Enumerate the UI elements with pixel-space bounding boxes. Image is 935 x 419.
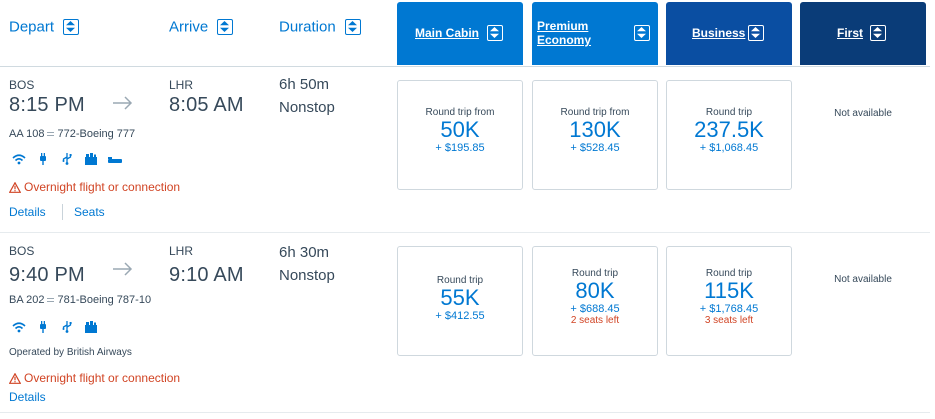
destination-code: LHR [169, 78, 194, 92]
fare-taxes: + $528.45 [570, 142, 620, 154]
cabin-premium-economy-label: Premium Economy [537, 19, 592, 47]
cabin-premium-economy-header[interactable]: Premium Economy [532, 2, 658, 65]
cabin-main-cabin-header[interactable]: Main Cabin [397, 2, 523, 65]
fare-main-cabin[interactable]: Round trip 55K + $412.55 [397, 246, 523, 356]
fare-label: Round trip [571, 268, 619, 279]
stops-label: Nonstop [279, 267, 335, 284]
fare-miles: 80K [575, 278, 615, 303]
sort-icon [870, 25, 886, 41]
sort-icon [487, 25, 503, 41]
arrow-right-icon [113, 262, 133, 276]
header-divider [0, 66, 930, 67]
separator-icon [47, 298, 55, 303]
fare-miles: 55K [440, 285, 480, 310]
stops-label: Nonstop [279, 99, 335, 116]
fare-business[interactable]: Round trip 115K + $1,768.45 3 seats left [666, 246, 792, 356]
fare-taxes: + $1,068.45 [699, 142, 759, 154]
overnight-warning: Overnight flight or connection [8, 180, 181, 194]
cabin-first-label: First [837, 26, 864, 40]
sort-icon [217, 19, 234, 36]
fare-premium-economy[interactable]: Round trip from 130K + $528.45 [532, 80, 658, 190]
fare-premium-economy[interactable]: Round trip 80K + $688.45 2 seats left [532, 246, 658, 356]
origin-code: BOS [9, 244, 35, 258]
sort-icon [63, 19, 80, 36]
depart-time: 8:15 PM [9, 94, 85, 116]
warning-icon [8, 372, 22, 384]
fare-business[interactable]: Round trip 237.5K + $1,068.45 [666, 80, 792, 190]
overnight-warning: Overnight flight or connection [8, 371, 181, 385]
cabin-business-label: Business [692, 26, 746, 40]
cabin-main-cabin-label: Main Cabin [415, 26, 480, 40]
sort-arrive-button[interactable]: Arrive [169, 18, 234, 36]
arrive-time: 9:10 AM [169, 264, 244, 286]
power-icon [36, 320, 50, 333]
sort-depart-button[interactable]: Depart [9, 18, 80, 36]
sort-icon [634, 25, 650, 41]
overnight-warning-text: Overnight flight or connection [24, 371, 181, 385]
sort-icon [748, 25, 764, 41]
aircraft-type: 781-Boeing 787-10 [57, 294, 152, 306]
amenities-list[interactable] [12, 152, 122, 165]
fare-taxes: + $412.55 [435, 310, 485, 322]
usb-icon [60, 152, 74, 165]
row-divider [0, 232, 930, 233]
flight-number: AA 108 [9, 128, 45, 140]
fare-main-cabin[interactable]: Round trip from 50K + $195.85 [397, 80, 523, 190]
fare-label: Round trip [705, 107, 753, 118]
flight-number: BA 202 [9, 294, 45, 306]
flight-info[interactable]: BA 202 781-Boeing 787-10 [9, 294, 151, 306]
sort-icon [344, 19, 361, 36]
duration-header-label: Duration [279, 18, 336, 36]
depart-header-label: Depart [9, 18, 55, 36]
entertainment-icon [84, 152, 98, 165]
operated-by-text: Operated by British Airways [9, 347, 132, 358]
destination-code: LHR [169, 244, 194, 258]
separator-icon [47, 132, 55, 137]
fare-miles: 115K [704, 278, 754, 303]
fare-label: Round trip [436, 275, 484, 286]
flight-duration: 6h 50m [279, 76, 330, 93]
depart-time: 9:40 PM [9, 264, 85, 286]
fare-label: Round trip from [560, 107, 630, 118]
arrive-header-label: Arrive [169, 18, 209, 36]
fare-miles: 130K [569, 117, 621, 142]
fare-first-unavailable: Not available [834, 274, 892, 285]
cabin-business-header[interactable]: Business [666, 2, 792, 65]
details-link[interactable]: Details [9, 205, 46, 219]
fare-taxes: + $1,768.45 [699, 303, 759, 315]
fare-label: Round trip [705, 268, 753, 279]
aircraft-type: 772-Boeing 777 [57, 128, 136, 140]
cabin-first-header[interactable]: First [800, 2, 926, 65]
overnight-warning-text: Overnight flight or connection [24, 180, 181, 194]
seats-link[interactable]: Seats [74, 205, 105, 219]
power-icon [36, 152, 50, 165]
origin-code: BOS [9, 78, 35, 92]
amenities-list[interactable] [12, 320, 98, 333]
entertainment-icon [84, 320, 98, 333]
seats-left-warning: 2 seats left [570, 315, 620, 326]
arrive-time: 8:05 AM [169, 94, 244, 116]
sort-duration-button[interactable]: Duration [279, 18, 361, 36]
fare-taxes: + $195.85 [435, 142, 485, 154]
wifi-icon [12, 320, 26, 333]
seats-left-warning: 3 seats left [704, 315, 754, 326]
fare-miles: 50K [440, 117, 480, 142]
row-divider [0, 412, 930, 413]
details-link[interactable]: Details [9, 390, 46, 404]
usb-icon [60, 320, 74, 333]
flight-info[interactable]: AA 108 772-Boeing 777 [9, 128, 135, 140]
flight-duration: 6h 30m [279, 244, 330, 261]
warning-icon [8, 181, 22, 193]
link-divider [62, 204, 63, 220]
fare-miles: 237.5K [694, 117, 764, 142]
fare-label: Round trip from [425, 107, 495, 118]
lie-flat-icon [108, 152, 122, 164]
fare-taxes: + $688.45 [570, 303, 620, 315]
arrow-right-icon [113, 96, 133, 110]
fare-first-unavailable: Not available [834, 108, 892, 119]
wifi-icon [12, 152, 26, 165]
